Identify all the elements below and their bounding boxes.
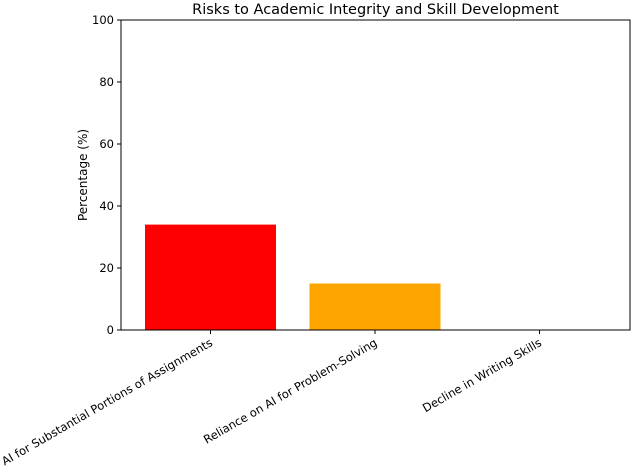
y-axis-label: Percentage (%) xyxy=(76,129,90,221)
y-tick-label-20: 20 xyxy=(99,261,114,275)
y-tick-label-80: 80 xyxy=(99,75,114,89)
y-tick-label-100: 100 xyxy=(92,13,114,27)
x-tick-label-2: Reliance on AI for Problem-Solving xyxy=(201,335,379,446)
y-tick-label-60: 60 xyxy=(99,137,114,151)
bar-2 xyxy=(309,283,441,330)
y-tick-label-0: 0 xyxy=(107,323,114,337)
x-tick-label-1: AI for Substantial Portions of Assignmen… xyxy=(0,335,215,468)
bar-1 xyxy=(145,224,276,330)
plot-frame xyxy=(120,19,631,331)
y-tick-label-40: 40 xyxy=(99,199,114,213)
bars-layer xyxy=(145,224,441,330)
chart-title: Risks to Academic Integrity and Skill De… xyxy=(192,2,559,18)
x-tick-label-3: Decline in Writing Skills xyxy=(420,335,544,415)
